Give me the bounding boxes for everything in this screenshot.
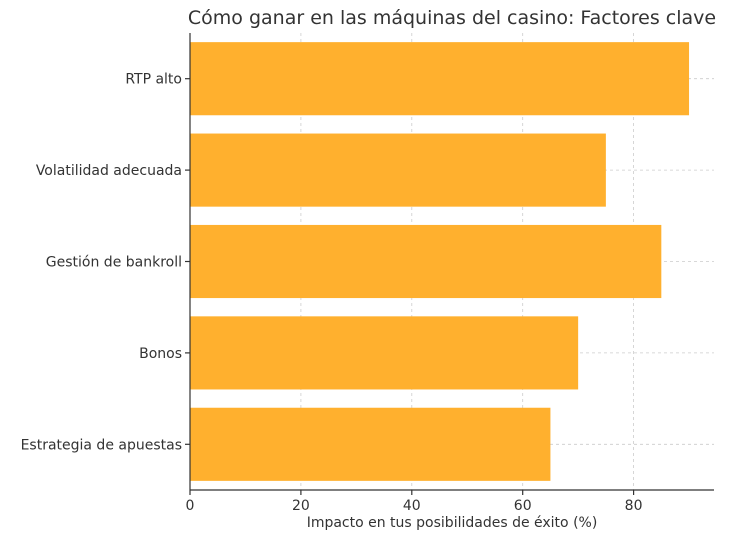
x-tick-label: 60 [514,498,532,514]
bar [190,133,606,207]
chart-title: Cómo ganar en las máquinas del casino: F… [188,7,716,29]
category-label: Estrategia de apuestas [21,437,182,453]
bars-layer [190,42,690,481]
bar [190,42,690,116]
x-tick-label: 40 [403,498,421,514]
x-tick-label: 80 [625,498,643,514]
category-label: Gestión de bankroll [46,255,182,271]
category-label: RTP alto [125,72,182,88]
bar [190,316,579,390]
labels-layer: 0 20 40 60 80 RTP alto Volatilidad adecuada Ges… [21,72,643,514]
x-tick-label: 20 [292,498,310,514]
category-label: Volatilidad adecuada [36,163,182,179]
bar [190,407,551,481]
category-label: Bonos [139,346,182,362]
x-tick-label: 0 [186,498,195,514]
bar [190,224,662,299]
axes-layer [185,33,714,495]
x-axis-label: Impacto en tus posibilidades de éxito (%… [307,515,598,531]
